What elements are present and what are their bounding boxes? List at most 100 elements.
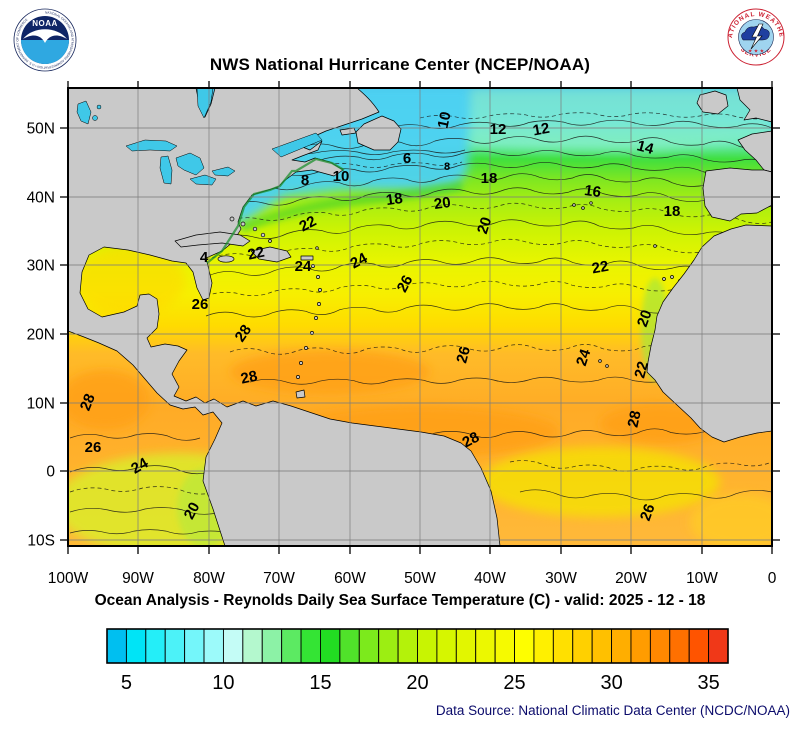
contour-label: 22 <box>631 360 652 381</box>
bahamas <box>229 216 272 243</box>
colorbar-segment <box>339 628 360 664</box>
colorbar-tick-label: 30 <box>600 672 622 694</box>
nws-stars: ★ ★ ★ <box>748 49 765 55</box>
contour-label: 20 <box>634 308 656 329</box>
puerto-rico <box>300 255 314 261</box>
coastal-cold-band <box>206 157 345 264</box>
sst-map: 100W 90W 80W 70W 60W 50W 40W 30W 20W 10W 0 50N 40N 30… <box>27 81 780 694</box>
lon-axis-label: 20W <box>615 570 647 587</box>
isotherm-line <box>69 529 231 535</box>
st-lawrence-river <box>271 132 323 158</box>
colorbar-tick-label: 5 <box>121 672 132 694</box>
colorbar-segment <box>164 628 186 664</box>
contour-label: 10 <box>333 168 350 185</box>
lake-erie <box>189 174 217 186</box>
map-caption: Ocean Analysis - Reynolds Daily Sea Surf… <box>94 592 706 609</box>
colorbar-segment <box>145 628 166 664</box>
lat-axis-label: 40N <box>27 190 55 207</box>
colorbar-segment <box>184 628 205 664</box>
colorbar-border <box>106 628 729 664</box>
colorbar-segment <box>281 628 302 664</box>
colorbar-segment <box>708 628 729 664</box>
colorbar-segment <box>417 628 438 664</box>
colorbar-segment <box>106 628 127 664</box>
isotherm-line <box>519 489 772 501</box>
isotherm-line <box>254 150 772 164</box>
inland-water <box>76 88 323 186</box>
colorbar-segment <box>669 628 690 664</box>
lon-axis-label: 50W <box>404 570 436 587</box>
contour-label: 16 <box>583 182 602 201</box>
contour-label: 4 <box>200 249 209 266</box>
colorbar-segment <box>494 628 515 664</box>
colorbar-segment <box>222 628 244 664</box>
isotherm-line <box>69 507 221 515</box>
lon-axis-label: 70W <box>263 570 295 587</box>
colorbar-segment <box>572 628 593 664</box>
iberia <box>702 167 772 222</box>
lon-axis-label: 90W <box>122 570 154 587</box>
colorbar-segment <box>533 628 554 664</box>
contour-label: 18 <box>385 190 404 209</box>
nws-logo: NATIONAL WEATHER SERVICE ★ ★ ★ <box>726 7 785 66</box>
colorbar-segment <box>611 628 632 664</box>
cape-verde <box>598 359 609 368</box>
contour-label: 20 <box>474 215 495 236</box>
lat-axis-label: 30N <box>27 258 55 275</box>
data-source-note: Data Source: National Climatic Data Cent… <box>435 703 790 718</box>
contour-label: 26 <box>394 273 417 296</box>
colorbar-segment <box>649 628 671 664</box>
contour-label: 8 <box>301 172 309 189</box>
lon-axis-label: 100W <box>48 570 89 587</box>
colorbar-segment <box>455 628 477 664</box>
colorbar-tick-label: 10 <box>212 672 234 694</box>
lon-axis-label: 40W <box>474 570 506 587</box>
colorbar: 5 10 15 20 25 30 35 <box>106 628 729 694</box>
lat-axis-label: 50N <box>27 121 55 138</box>
isotherm-line <box>389 119 772 129</box>
lake-superior <box>125 139 178 152</box>
contour-label: 28 <box>77 391 99 413</box>
isotherm-line <box>211 238 772 260</box>
colorbar-segment <box>591 628 613 664</box>
isotherm-line <box>69 465 211 475</box>
bermuda <box>315 246 319 250</box>
colorbar-segment <box>242 628 263 664</box>
axis-labels: 100W 90W 80W 70W 60W 50W 40W 30W 20W 10W 0 50N 40N 30… <box>27 121 777 588</box>
anticosti-island <box>339 127 357 136</box>
isotherm-line <box>224 202 772 224</box>
isotherm-line <box>69 433 201 441</box>
lat-axis-label: 20N <box>27 327 55 344</box>
colorbar-segment <box>358 628 380 664</box>
isotherm-line <box>217 219 772 243</box>
lon-axis-label: 80W <box>193 570 225 587</box>
contour-label: 22 <box>591 258 610 278</box>
colorbar-segment <box>378 628 399 664</box>
contour-label: 24 <box>128 454 152 477</box>
noaa-logo-text: NOAA <box>32 19 58 28</box>
noaa-logo-sea <box>21 40 69 64</box>
contour-label: 22 <box>297 213 320 236</box>
lake-ontario <box>211 166 236 177</box>
isotherm-line <box>509 460 772 472</box>
contour-label: 22 <box>246 244 266 264</box>
contour-label: 26 <box>637 502 659 523</box>
contour-label: 20 <box>433 194 452 213</box>
isotherm-line <box>229 344 772 356</box>
contour-label: 12 <box>532 120 551 140</box>
map-frame <box>67 87 773 547</box>
contour-label: 26 <box>192 296 209 313</box>
lon-axis-label: 0 <box>768 570 777 587</box>
contour-label: 14 <box>635 137 656 158</box>
contour-label: 28 <box>239 368 259 388</box>
colorbar-tick-label: 35 <box>697 672 719 694</box>
contour-label: 24 <box>295 258 312 275</box>
contour-labels: 10 12 12 14 6 8 8 10 18 16 18 18 20 20 22 22 20 4 22 24 24 26… <box>77 110 681 523</box>
lon-axis-label: 30W <box>545 570 577 587</box>
colorbar-segment <box>436 628 457 664</box>
contour-label: 20 <box>181 500 204 523</box>
contour-label: 28 <box>460 429 483 452</box>
trinidad <box>295 389 306 399</box>
grid-lines <box>68 88 772 546</box>
